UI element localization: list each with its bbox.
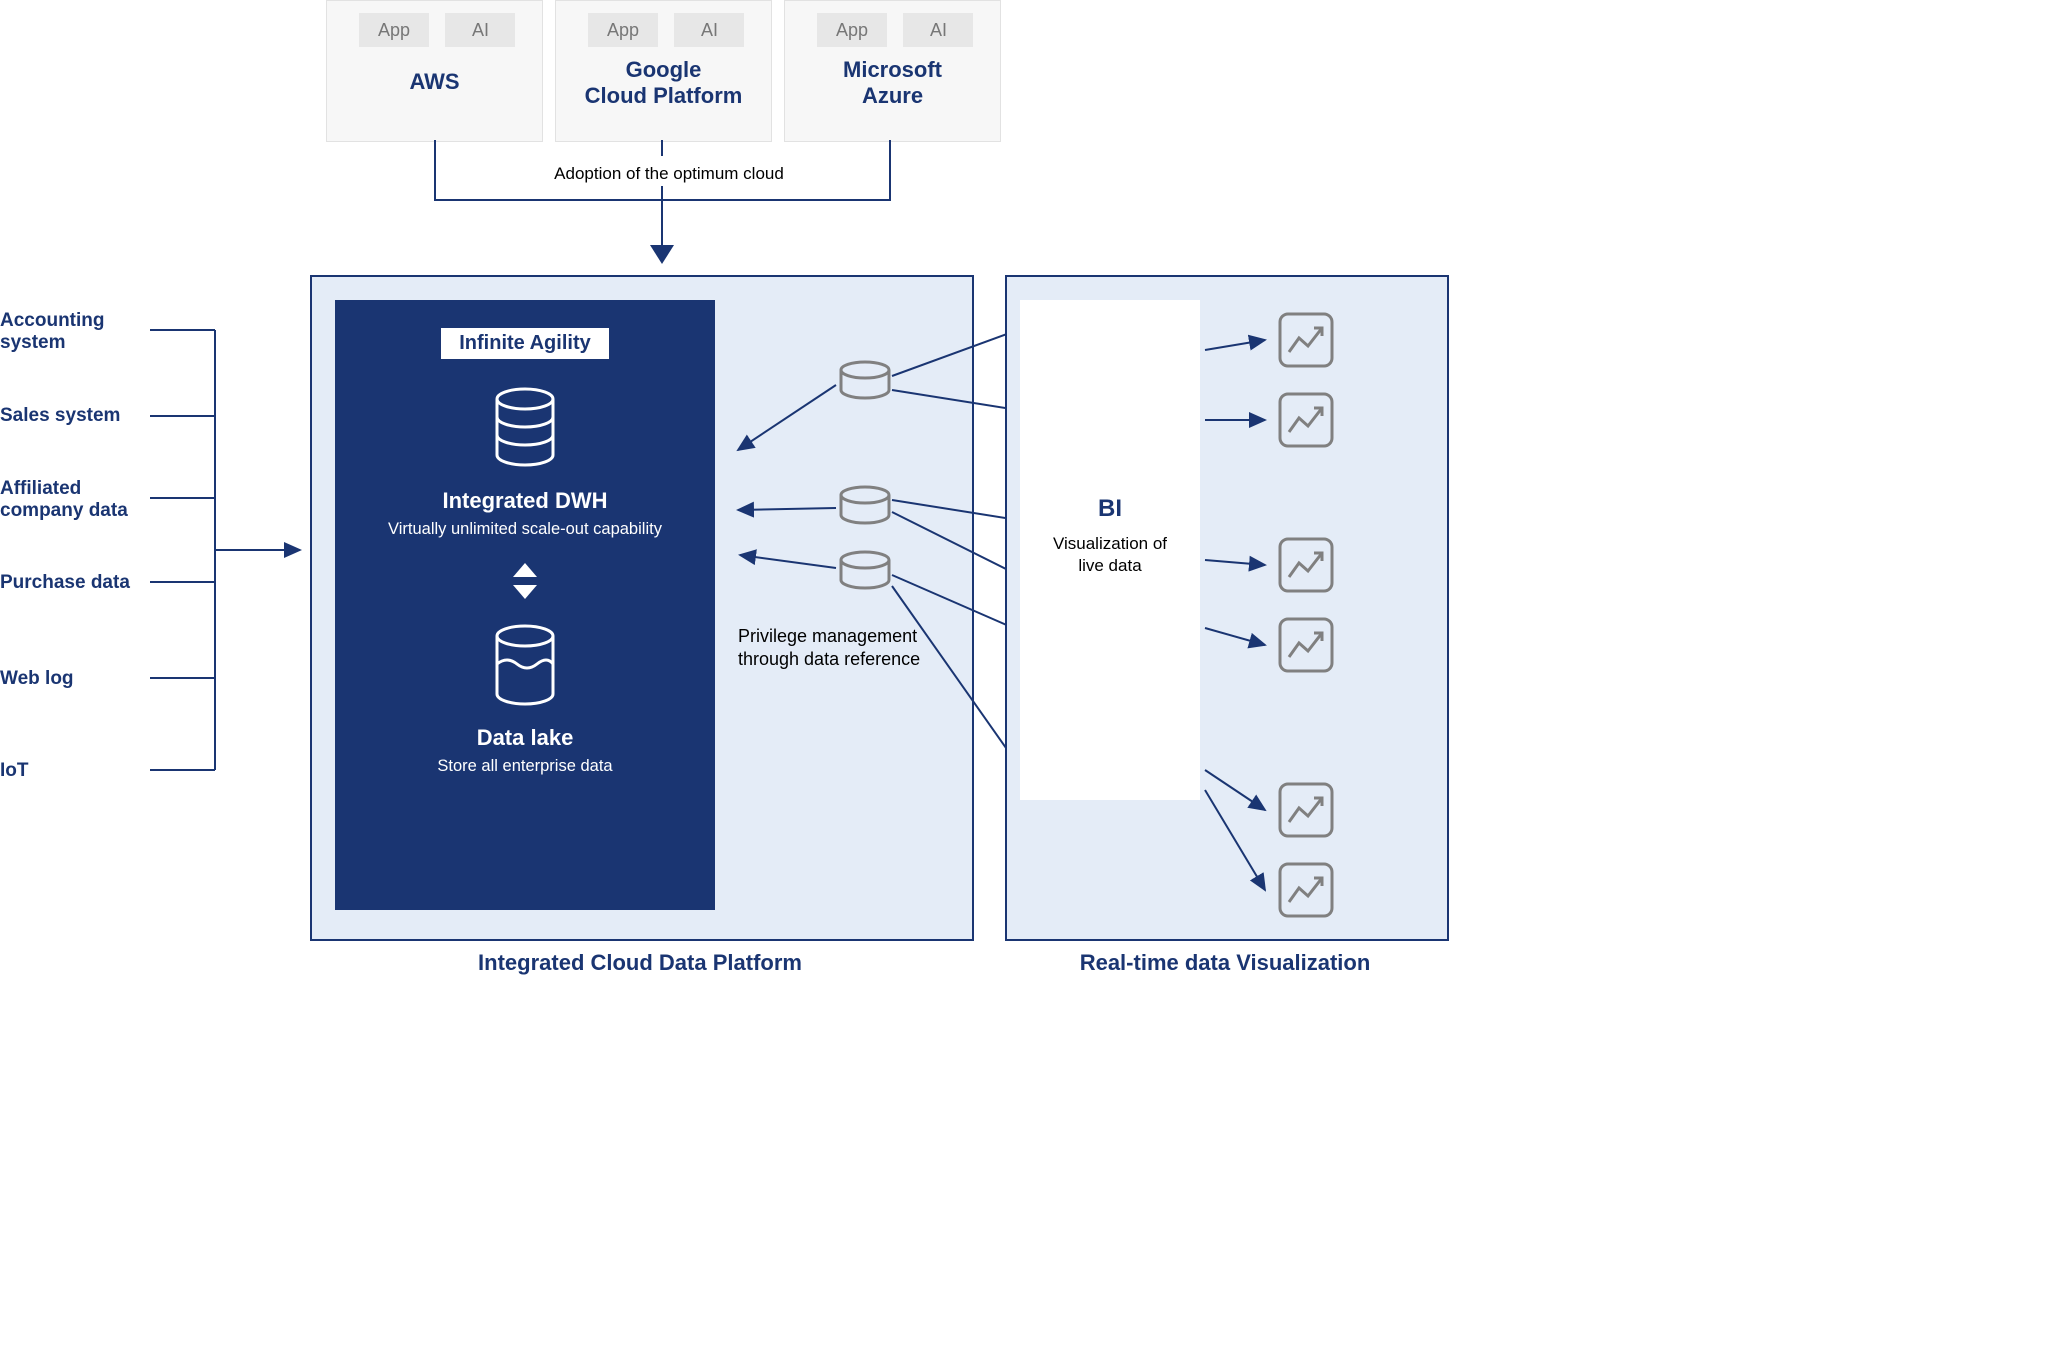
source-bracket [0, 0, 330, 960]
